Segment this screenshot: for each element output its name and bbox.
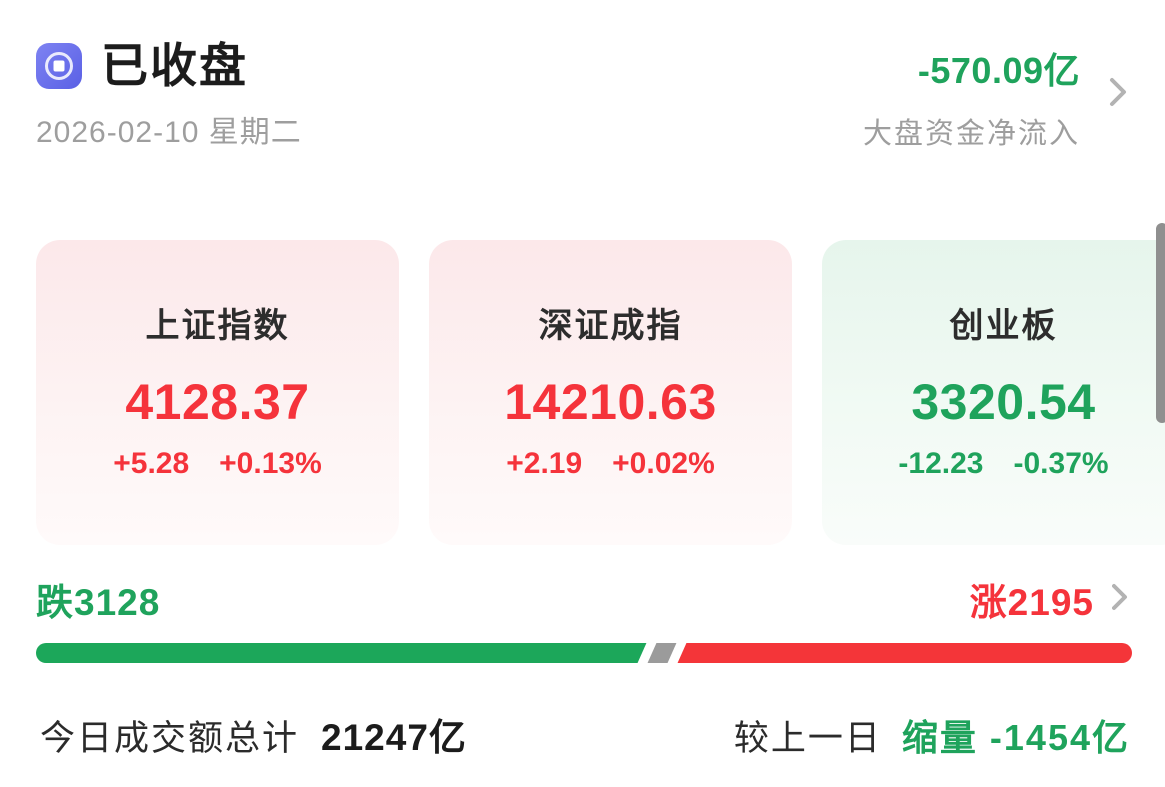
index-value: 14210.63 <box>504 374 717 430</box>
index-card-shanghai[interactable]: 上证指数 4128.37 +5.28 +0.13% <box>36 240 399 545</box>
net-flow-value: -570.09亿 <box>917 50 1080 91</box>
index-change: +2.19 <box>506 447 583 480</box>
record-circle-icon <box>45 51 73 80</box>
chevron-right-icon[interactable] <box>1109 72 1129 117</box>
chevron-right-icon[interactable] <box>1112 580 1129 619</box>
turnover-label: 今日成交额总计 <box>40 719 300 758</box>
turnover-value: 21247亿 <box>321 717 467 758</box>
trade-date: 2026-02-10 星期二 <box>36 115 302 149</box>
index-change: +5.28 <box>113 447 190 480</box>
index-name: 上证指数 <box>145 307 290 345</box>
vs-previous-day-label: 较上一日 <box>733 719 882 758</box>
index-change-pct: +0.02% <box>612 447 715 480</box>
index-change-pct: +0.13% <box>219 447 322 480</box>
market-status-title: 已收盘 <box>101 39 248 92</box>
volume-shrink-value: -1454亿 <box>989 717 1130 758</box>
index-cards-row: 上证指数 4128.37 +5.28 +0.13% 深证成指 14210.63 … <box>36 240 1165 545</box>
net-flow-summary[interactable]: -570.09亿 大盘资金净流入 <box>863 42 1080 152</box>
index-change: -12.23 <box>898 447 984 480</box>
breadth-row[interactable]: 跌3128 涨2195 <box>36 572 1129 626</box>
header-left: 已收盘 2026-02-10 星期二 <box>36 40 302 151</box>
index-card-chinext[interactable]: 创业板 3320.54 -12.23 -0.37% <box>822 240 1165 545</box>
index-value: 4128.37 <box>125 374 310 430</box>
advance-decline-bar <box>36 643 1132 663</box>
decliners-count: 跌3128 <box>36 582 161 623</box>
index-card-shenzhen[interactable]: 深证成指 14210.63 +2.19 +0.02% <box>429 240 792 545</box>
index-value: 3320.54 <box>911 374 1096 430</box>
market-status-icon <box>36 42 82 89</box>
index-name: 深证成指 <box>538 307 683 345</box>
scrollbar-thumb[interactable] <box>1156 223 1165 423</box>
volume-shrink-label: 缩量 <box>901 717 978 758</box>
index-change-pct: -0.37% <box>1013 447 1109 480</box>
turnover-row: 今日成交额总计 21247亿 较上一日 缩量 -1454亿 <box>40 707 1130 761</box>
advancers-count: 涨2195 <box>969 582 1094 623</box>
net-flow-label: 大盘资金净流入 <box>862 118 1080 150</box>
decliners-bar-segment <box>36 643 661 663</box>
advancers-bar-segment <box>660 643 1132 663</box>
index-name: 创业板 <box>949 307 1058 345</box>
